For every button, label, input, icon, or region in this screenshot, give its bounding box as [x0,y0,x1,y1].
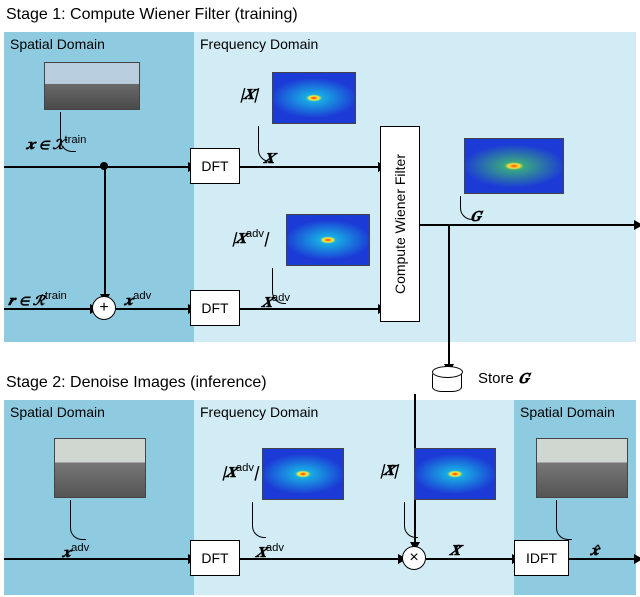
thumb-image [272,72,356,124]
arrow [420,224,636,226]
thumb-spec_X [272,72,356,124]
mathlabel-X_abs: |𝑿| [240,86,258,105]
title: Spatial Domain [10,36,105,52]
block-idft: IDFT [514,540,569,576]
block-dft1: DFT [190,148,240,184]
diagram-canvas: Stage 1: Compute Wiener Filter (training… [0,0,640,597]
arrow [240,308,380,310]
thumb-spec_Xadv [286,214,370,266]
thumb-img_train [44,62,140,110]
arrow [448,224,450,366]
sum-node: + [92,296,116,320]
mathlabel-Xhat: 𝑿̂ [450,542,460,561]
mathlabel-x_adv: 𝒙adv [124,290,151,311]
title: Stage 1: Compute Wiener Filter (training… [6,6,298,24]
thumb-spec_G [464,138,564,194]
mathlabel-xhat: 𝒙̂ [590,542,599,561]
connector-squiggle [252,502,266,538]
thumb-image [54,438,146,498]
product-node: × [402,546,426,570]
thumb-img_adv [54,438,146,498]
mathlabel-Xadv_abs2: |𝑿adv| [222,462,258,483]
title: Spatial Domain [10,404,105,420]
arrow [4,558,190,560]
mathlabel-Xadv_abs: |𝑿adv| [232,228,268,249]
arrowhead-icon [634,220,640,230]
title: Spatial Domain [520,404,615,420]
mathlabel-Xadv_big: 𝑿adv [262,292,290,313]
junction-dot [100,162,108,170]
mathlabel-G: 𝑮 [470,208,481,227]
mathlabel-storeG: Store 𝑮 [478,370,529,389]
block-dft3: DFT [190,540,240,576]
mathlabel-x_in: 𝒙 ∈ 𝒳train [26,134,86,155]
mathlabel-Xhat_abs: |𝑿̂| [380,462,398,481]
thumb-spec_Xhat [414,448,496,500]
connector-squiggle [556,500,572,540]
thumb-image [464,138,564,194]
mathlabel-Xadv_big2: 𝑿adv [256,542,284,563]
title: Stage 2: Denoise Images (inference) [6,374,267,392]
thumb-image [44,62,140,110]
connector-squiggle [70,500,86,540]
mathlabel-X_big: 𝑿 [264,150,274,169]
arrow [426,558,514,560]
thumb-image [262,448,344,500]
block-wiener: Compute Wiener Filter [380,126,420,322]
thumb-img_out [536,438,628,498]
arrow [104,166,106,296]
arrowhead-icon [634,554,640,564]
mathlabel-r_in: 𝒓 ∈ ℛtrain [8,290,67,311]
thumb-image [414,448,496,500]
thumb-image [286,214,370,266]
mathlabel-x_adv2: 𝒙adv [62,542,89,563]
title: Frequency Domain [200,36,318,52]
arrow [4,166,190,168]
arrow [240,166,380,168]
thumb-spec_Xadv2 [262,448,344,500]
arrow [569,558,636,560]
title: Frequency Domain [200,404,318,420]
connector-squiggle [404,502,418,538]
block-label: Compute Wiener Filter [392,154,408,294]
thumb-image [536,438,628,498]
storage-icon [432,370,462,392]
block-dft2: DFT [190,290,240,326]
